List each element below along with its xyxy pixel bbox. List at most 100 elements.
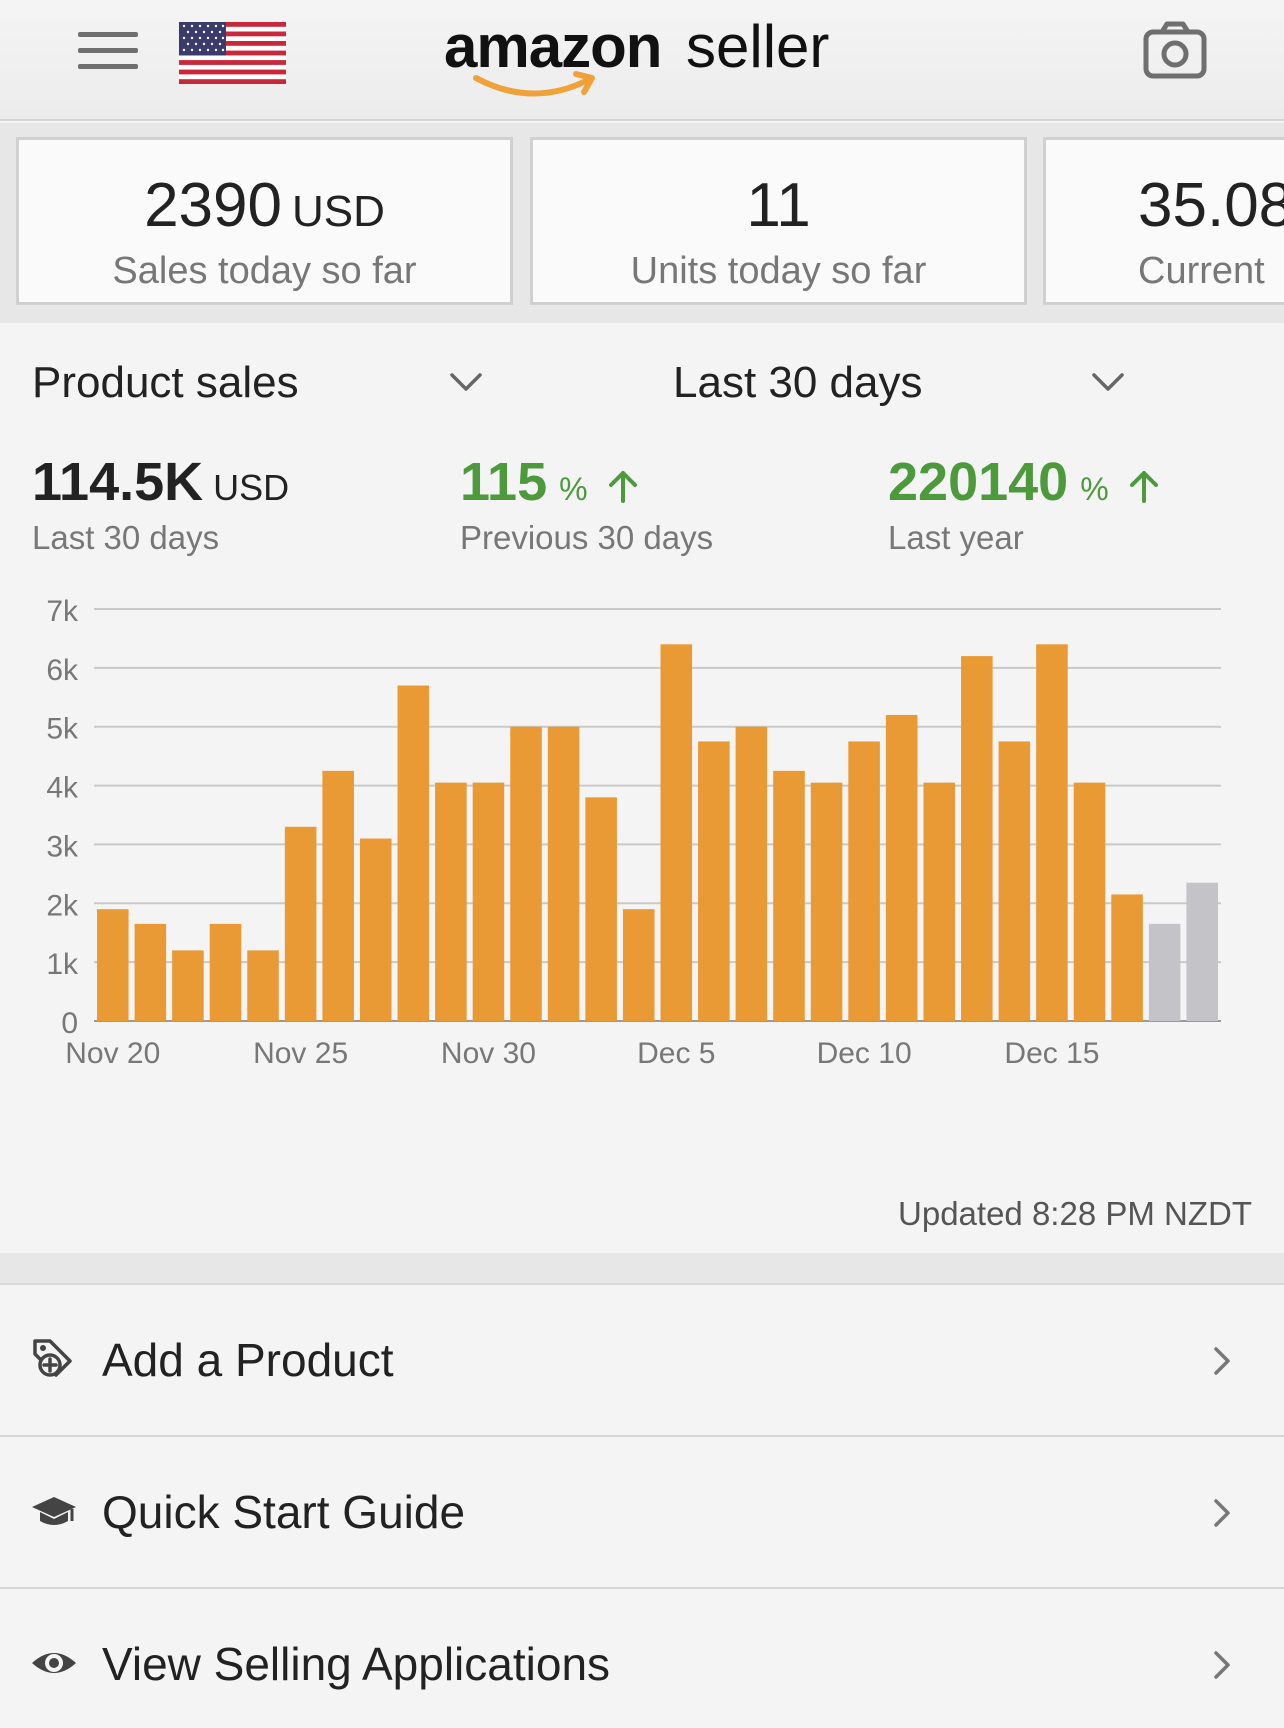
- metric-total-value-row: 114.5K USD: [32, 451, 289, 513]
- current-label: Current: [1138, 250, 1265, 292]
- arrow-up-icon: [608, 470, 637, 503]
- bar[interactable]: [209, 923, 242, 1021]
- sales-bar-chart: 0 1k 2k 3k 4k 5k 6k 7k Nov 20 Nov 25 Nov 30 Dec 5 De…: [46, 595, 1221, 1070]
- bar[interactable]: [97, 909, 129, 1021]
- eye-icon: [32, 1653, 76, 1673]
- menu-item-add-product[interactable]: Add a Product: [0, 1283, 1284, 1435]
- bar[interactable]: [735, 726, 768, 1021]
- units-today-value: 11: [746, 171, 811, 240]
- us-flag-icon[interactable]: [179, 22, 286, 84]
- sales-today-value: 2390: [144, 171, 283, 240]
- stat-card-current[interactable]: 35.08 Current: [1043, 137, 1284, 305]
- chevron-right-icon: [1214, 1347, 1230, 1375]
- arrow-up-icon: [1129, 470, 1158, 503]
- bar[interactable]: [923, 782, 956, 1021]
- x-tick-label: Dec 10: [817, 1037, 912, 1070]
- bar[interactable]: [961, 656, 993, 1021]
- prev-unit: %: [559, 471, 588, 507]
- year-value: 220140: [888, 452, 1069, 512]
- bar[interactable]: [547, 726, 580, 1021]
- bar[interactable]: [1186, 882, 1218, 1021]
- metric-last-year: 220140% Last year: [888, 451, 1160, 557]
- prev-label: Previous 30 days: [460, 519, 714, 556]
- bar[interactable]: [1148, 923, 1181, 1021]
- chevron-down-icon[interactable]: [1091, 371, 1125, 393]
- camera-icon[interactable]: [1142, 20, 1208, 80]
- stat-value: 11: [533, 170, 1024, 241]
- logo-smile-icon: [473, 71, 595, 97]
- bar[interactable]: [134, 923, 167, 1021]
- bar[interactable]: [284, 826, 317, 1021]
- bar[interactable]: [1111, 894, 1143, 1021]
- bar[interactable]: [1073, 782, 1106, 1021]
- menu-item-quick-start-guide[interactable]: Quick Start Guide: [0, 1435, 1284, 1587]
- menu-label-add-product: Add a Product: [102, 1334, 394, 1386]
- updated-timestamp: Updated 8:28 PM NZDT: [898, 1195, 1252, 1232]
- bar[interactable]: [397, 685, 430, 1021]
- prev-value: 115: [460, 452, 548, 512]
- units-today-label: Units today so far: [630, 250, 927, 292]
- metric-previous-value-row: 115%: [460, 451, 713, 513]
- metric-dropdown[interactable]: Product sales: [32, 358, 299, 407]
- stat-value: 35.08: [1138, 170, 1284, 241]
- y-tick-label: 7k: [46, 595, 79, 628]
- app-header: amazon seller: [0, 0, 1284, 121]
- bar[interactable]: [472, 782, 505, 1021]
- metric-previous: 115% Previous 30 days: [460, 451, 713, 557]
- metric-total: 114.5K USD Last 30 days: [32, 451, 289, 557]
- bar[interactable]: [698, 741, 730, 1021]
- section-divider: [0, 1253, 1284, 1283]
- y-tick-label: 0: [61, 1007, 78, 1040]
- stat-card-sales-today[interactable]: 2390 USD Sales today so far: [16, 137, 513, 305]
- stats-carousel[interactable]: 2390 USD Sales today so far 11 Units toda…: [0, 123, 1284, 323]
- y-tick-label: 6k: [46, 654, 79, 687]
- bar[interactable]: [848, 741, 880, 1021]
- bar[interactable]: [622, 909, 655, 1021]
- metric-last-year-value-row: 220140%: [888, 451, 1160, 513]
- sales-panel: Product sales Last 30 days 114.5K USD Las…: [0, 323, 1284, 1253]
- bar[interactable]: [998, 741, 1031, 1021]
- range-dropdown[interactable]: Last 30 days: [673, 358, 923, 407]
- action-menu: Add a Product Quick Start Guide View Sel…: [0, 1283, 1284, 1728]
- y-tick-label: 1k: [46, 948, 79, 981]
- sales-today-label: Sales today so far: [112, 250, 417, 292]
- bar[interactable]: [1036, 644, 1068, 1021]
- current-value: 35.08: [1138, 171, 1284, 240]
- bar[interactable]: [810, 782, 843, 1021]
- logo-word-seller: seller: [686, 13, 830, 80]
- amazon-seller-logo: amazon seller: [440, 8, 860, 100]
- menu-label-view-selling-applications: View Selling Applications: [102, 1638, 611, 1690]
- bar[interactable]: [510, 726, 542, 1021]
- total-unit: USD: [213, 467, 290, 508]
- x-tick-label: Dec 15: [1004, 1037, 1099, 1070]
- stat-value: 2390 USD: [19, 170, 510, 241]
- x-tick-label: Nov 25: [253, 1037, 348, 1070]
- y-tick-label: 2k: [46, 889, 79, 922]
- bar[interactable]: [660, 644, 693, 1021]
- bar[interactable]: [172, 950, 204, 1021]
- bar[interactable]: [322, 770, 354, 1021]
- logo-word-amazon: amazon: [444, 13, 662, 80]
- bar[interactable]: [885, 714, 918, 1021]
- hamburger-icon[interactable]: [78, 30, 138, 72]
- stat-card-units-today[interactable]: 11 Units today so far: [530, 137, 1027, 305]
- y-tick-label: 5k: [46, 713, 79, 746]
- bar[interactable]: [359, 838, 392, 1021]
- year-label: Last year: [888, 519, 1024, 556]
- total-label: Last 30 days: [32, 519, 220, 556]
- x-tick-label: Nov 20: [65, 1037, 160, 1070]
- add-product-tag-icon: [33, 1339, 72, 1377]
- x-tick-label: Nov 30: [441, 1037, 536, 1070]
- x-tick-label: Dec 5: [637, 1037, 715, 1070]
- bar[interactable]: [247, 950, 279, 1021]
- bar[interactable]: [773, 770, 805, 1021]
- chevron-down-icon[interactable]: [449, 371, 483, 393]
- chevron-right-icon: [1214, 1499, 1230, 1527]
- sales-today-unit: USD: [292, 187, 385, 236]
- year-unit: %: [1080, 471, 1109, 507]
- chevron-right-icon: [1214, 1651, 1230, 1679]
- bar[interactable]: [585, 797, 617, 1021]
- menu-item-view-selling-applications[interactable]: View Selling Applications: [0, 1587, 1284, 1728]
- graduation-cap-icon: [32, 1497, 76, 1525]
- bar[interactable]: [435, 782, 467, 1021]
